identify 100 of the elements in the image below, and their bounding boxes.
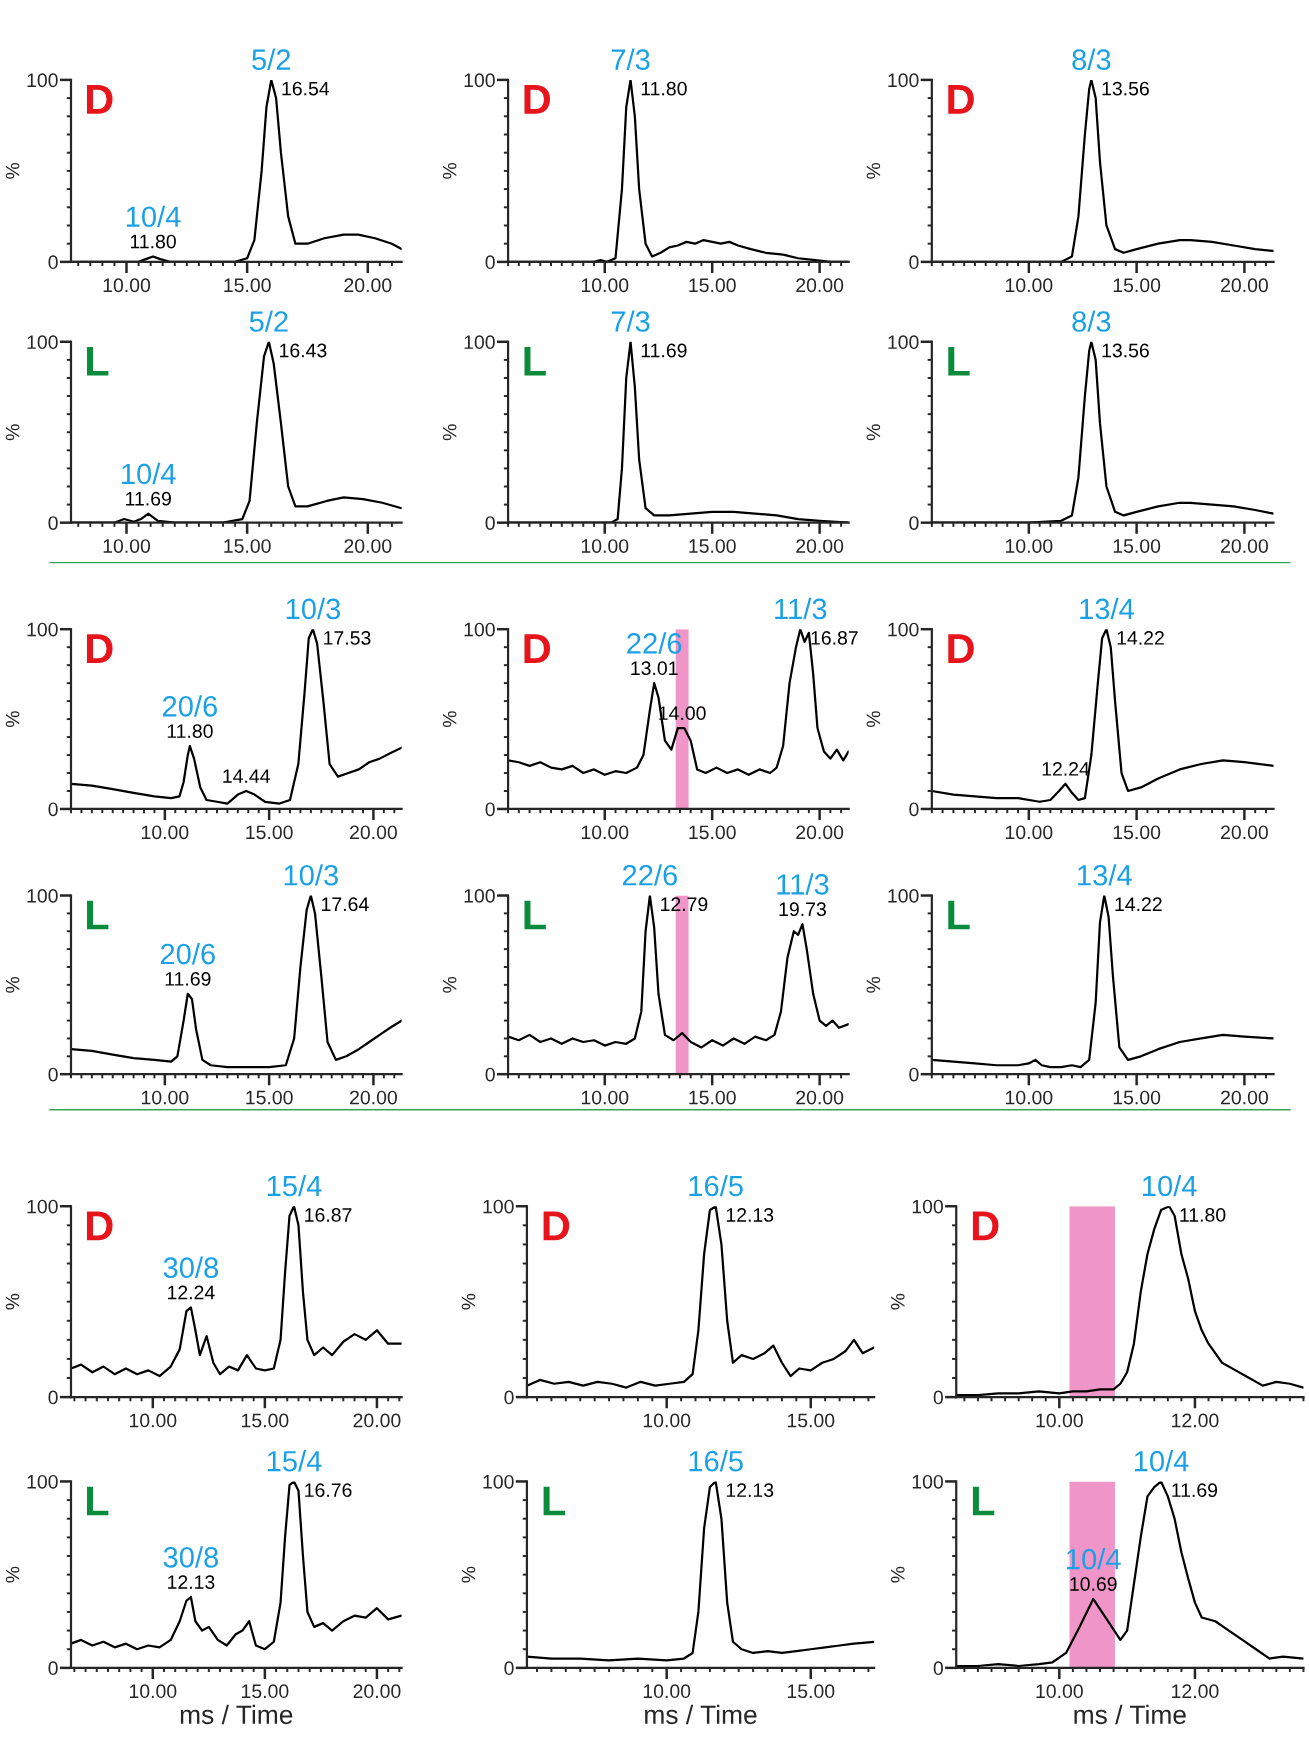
annotation: D bbox=[972, 1211, 999, 1241]
y-axis-title: % bbox=[5, 1293, 20, 1310]
x-tick-label: 10.00 bbox=[129, 1684, 177, 1699]
annotation: 16.76 bbox=[305, 1483, 352, 1498]
x-tick-label: 10.00 bbox=[1005, 1090, 1053, 1105]
line-series bbox=[71, 1206, 402, 1378]
y-tick-label: 0 bbox=[909, 255, 919, 270]
annotation: 10/4 bbox=[122, 462, 176, 485]
y-axis-title: % bbox=[890, 1566, 905, 1583]
annotation: 12.13 bbox=[726, 1483, 774, 1498]
line-series bbox=[71, 895, 402, 1069]
y-tick-label: 100 bbox=[888, 622, 919, 637]
y-tick-label: 0 bbox=[909, 516, 919, 530]
annotation: 7/3 bbox=[611, 48, 650, 70]
y-tick-label: 0 bbox=[485, 255, 495, 270]
x-tick-label: 20.00 bbox=[796, 1090, 844, 1105]
x-tick-label: 15.00 bbox=[1113, 539, 1161, 553]
annotation: L bbox=[87, 1486, 109, 1516]
annotation: 22/6 bbox=[622, 864, 677, 886]
x-tick-label: 10.00 bbox=[643, 1684, 691, 1699]
y-tick-label: 0 bbox=[48, 1067, 58, 1082]
annotation: D bbox=[543, 1211, 570, 1241]
y-tick-label: 100 bbox=[27, 335, 58, 350]
y-axis-title: % bbox=[866, 976, 881, 993]
annotation: 10/4 bbox=[1067, 1548, 1121, 1570]
y-axis-title: % bbox=[5, 711, 20, 728]
annotation: 20/6 bbox=[160, 942, 215, 965]
annotation: 14.44 bbox=[223, 769, 270, 783]
annotation: 13.01 bbox=[631, 661, 678, 676]
annotation: 10/3 bbox=[284, 864, 338, 886]
x-tick-label: 12.00 bbox=[1172, 1413, 1219, 1428]
y-axis-title: % bbox=[866, 162, 881, 179]
x-tick-label: 10.00 bbox=[103, 278, 151, 293]
annotation: D bbox=[87, 634, 113, 663]
y-tick-label: 0 bbox=[909, 1067, 919, 1082]
y-axis-title: % bbox=[442, 424, 457, 441]
x-tick-label: 20.00 bbox=[344, 278, 392, 293]
x-tick-label: 10.00 bbox=[1036, 1684, 1083, 1699]
y-axis-title: % bbox=[866, 424, 881, 441]
x-tick-label: 10.00 bbox=[103, 539, 151, 553]
y-tick-label: 100 bbox=[27, 1474, 58, 1489]
y-tick-label: 0 bbox=[485, 802, 495, 817]
x-axis-title: ms / Time bbox=[645, 1704, 757, 1725]
y-tick-label: 0 bbox=[504, 1390, 514, 1405]
x-tick-label: 20.00 bbox=[344, 539, 392, 553]
y-tick-label: 0 bbox=[48, 1661, 58, 1676]
x-tick-label: 20.00 bbox=[353, 1413, 401, 1428]
annotation: L bbox=[972, 1486, 995, 1516]
x-tick-label: 20.00 bbox=[796, 539, 844, 553]
y-tick-label: 100 bbox=[888, 73, 919, 88]
x-tick-label: 20.00 bbox=[350, 825, 397, 840]
x-tick-label: 20.00 bbox=[796, 825, 844, 840]
y-axis-title: % bbox=[890, 1293, 905, 1310]
annotation: 8/3 bbox=[1072, 48, 1111, 70]
y-tick-label: 100 bbox=[27, 888, 58, 903]
x-tick-label: 20.00 bbox=[353, 1684, 401, 1699]
annotation: 17.53 bbox=[324, 631, 371, 645]
annotation: D bbox=[948, 85, 974, 114]
y-tick-label: 0 bbox=[933, 1390, 943, 1405]
y-axis-title: % bbox=[5, 1566, 20, 1583]
x-axis-title: ms / Time bbox=[1074, 1704, 1186, 1725]
x-tick-label: 15.00 bbox=[689, 278, 736, 293]
x-tick-label: 15.00 bbox=[242, 1684, 289, 1699]
x-tick-label: 12.00 bbox=[1172, 1684, 1219, 1699]
line-series bbox=[71, 629, 402, 805]
annotation: L bbox=[524, 346, 546, 376]
y-axis-title: % bbox=[442, 711, 457, 728]
annotation: 10/4 bbox=[126, 205, 181, 228]
x-tick-label: 15.00 bbox=[1113, 1090, 1161, 1105]
annotation: 15/4 bbox=[267, 1450, 322, 1472]
y-tick-label: 0 bbox=[48, 516, 58, 530]
annotation: 5/2 bbox=[252, 48, 291, 70]
annotation: 17.64 bbox=[322, 897, 369, 912]
annotation: 10/4 bbox=[1134, 1450, 1189, 1472]
annotation: 5/2 bbox=[249, 310, 288, 332]
annotation: 14.22 bbox=[1115, 897, 1162, 911]
y-tick-label: 100 bbox=[888, 335, 919, 350]
y-axis-title: % bbox=[461, 1293, 476, 1310]
annotation: L bbox=[87, 900, 109, 930]
y-axis-title: % bbox=[442, 976, 457, 993]
annotation: D bbox=[87, 1211, 113, 1241]
y-tick-label: 100 bbox=[912, 1474, 943, 1489]
x-tick-label: 10.00 bbox=[643, 1413, 691, 1428]
y-tick-label: 0 bbox=[933, 1661, 943, 1676]
annotation: 12.13 bbox=[168, 1575, 215, 1590]
y-axis-title: % bbox=[461, 1566, 476, 1583]
annotation: 13/4 bbox=[1080, 597, 1134, 620]
x-tick-label: 20.00 bbox=[796, 278, 844, 293]
x-tick-label: 10.00 bbox=[581, 278, 629, 293]
y-tick-label: 100 bbox=[464, 888, 495, 903]
y-tick-label: 100 bbox=[888, 888, 919, 903]
annotation: 10/4 bbox=[1143, 1174, 1197, 1197]
line-series bbox=[931, 629, 1274, 803]
x-tick-label: 15.00 bbox=[689, 825, 736, 840]
y-axis-title: % bbox=[5, 424, 20, 441]
x-tick-label: 10.00 bbox=[142, 1090, 189, 1105]
y-axis-title: % bbox=[442, 162, 457, 179]
annotation: 14.22 bbox=[1117, 631, 1164, 645]
x-tick-label: 15.00 bbox=[242, 1413, 289, 1428]
annotation: 16/5 bbox=[689, 1174, 743, 1197]
